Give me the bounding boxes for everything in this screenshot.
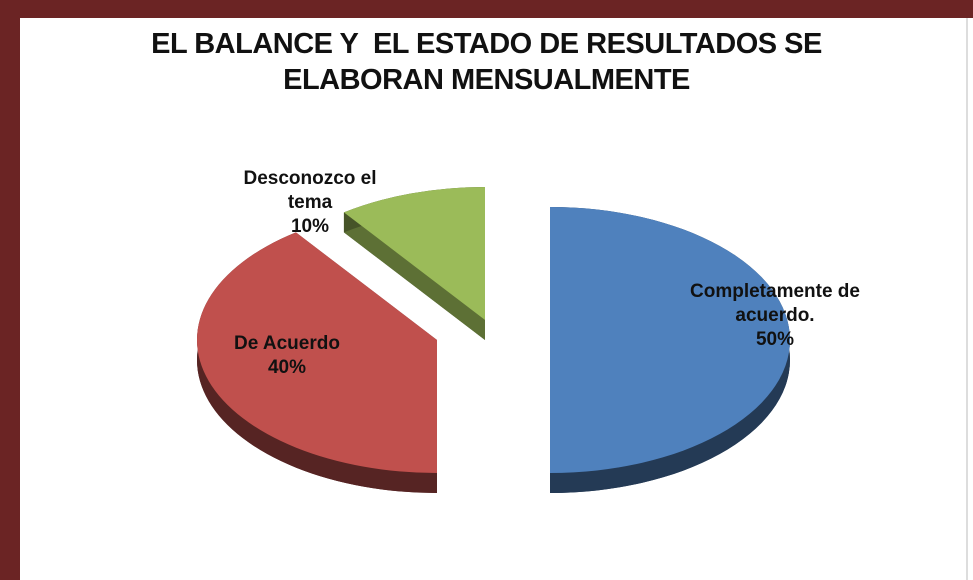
chart-title: EL BALANCE Y EL ESTADO DE RESULTADOS SE …	[151, 28, 830, 96]
chart-title-box: EL BALANCE Y EL ESTADO DE RESULTADOS SE …	[0, 26, 973, 98]
data-label-value: 10%	[290, 216, 330, 237]
pie-slice	[343, 187, 485, 320]
pie-slice-group	[197, 232, 437, 493]
data-label: De Acuerdo 40%	[197, 332, 377, 380]
data-label-category: De Acuerdo	[234, 333, 340, 354]
frame-edge	[966, 18, 968, 580]
pie-slice-group	[343, 187, 485, 340]
data-label-category: Desconozco el tema	[243, 168, 377, 213]
pie-slice	[197, 232, 437, 473]
pie-slice	[550, 207, 790, 473]
data-label: Desconozco el tema 10%	[235, 167, 385, 239]
data-label-value: 40%	[267, 357, 307, 378]
data-label-category: Completamente de acuerdo.	[690, 281, 860, 326]
data-label-value: 50%	[755, 329, 795, 350]
data-label: Completamente de acuerdo. 50%	[685, 280, 865, 352]
slice-side	[343, 212, 485, 340]
pie-slice-group	[550, 207, 790, 493]
